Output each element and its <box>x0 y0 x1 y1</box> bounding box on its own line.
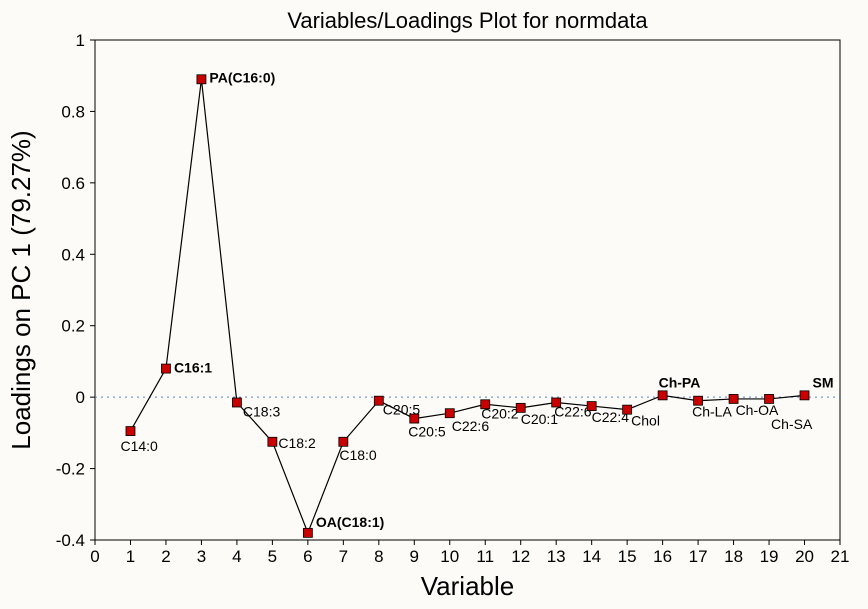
point-label: C20:2 <box>481 405 519 421</box>
y-tick-label: 0.6 <box>61 174 85 193</box>
x-tick-label: 21 <box>831 547 850 566</box>
data-marker <box>197 75 206 84</box>
x-tick-label: 6 <box>303 547 312 566</box>
x-tick-label: 14 <box>582 547 601 566</box>
y-tick-label: -0.2 <box>56 460 85 479</box>
data-marker <box>658 391 667 400</box>
data-marker <box>232 398 241 407</box>
x-tick-label: 4 <box>232 547 241 566</box>
data-marker <box>126 427 135 436</box>
x-tick-label: 13 <box>547 547 566 566</box>
chart-title: Variables/Loadings Plot for normdata <box>287 8 648 33</box>
x-tick-label: 19 <box>760 547 779 566</box>
data-marker <box>339 437 348 446</box>
x-tick-label: 20 <box>795 547 814 566</box>
point-label: Chol <box>631 413 660 429</box>
y-tick-label: 1 <box>76 31 85 50</box>
point-label: Ch-LA <box>692 404 732 420</box>
x-tick-label: 10 <box>440 547 459 566</box>
point-label: C18:2 <box>278 435 316 451</box>
x-tick-label: 2 <box>161 547 170 566</box>
x-tick-label: 8 <box>374 547 383 566</box>
x-tick-label: 16 <box>653 547 672 566</box>
x-tick-label: 12 <box>511 547 530 566</box>
x-tick-label: 1 <box>126 547 135 566</box>
y-axis-title: Loadings on PC 1 (79.27%) <box>6 130 36 449</box>
y-tick-label: 0.4 <box>61 245 85 264</box>
y-tick-label: -0.4 <box>56 531 85 550</box>
point-label: C14:0 <box>120 438 158 454</box>
chart-bg <box>0 0 868 609</box>
chart-container: { "chart": { "type": "line-scatter", "ti… <box>0 0 868 609</box>
y-tick-label: 0 <box>76 388 85 407</box>
x-tick-label: 17 <box>689 547 708 566</box>
data-marker <box>765 394 774 403</box>
x-tick-label: 0 <box>90 547 99 566</box>
x-tick-label: 15 <box>618 547 637 566</box>
x-tick-label: 3 <box>197 547 206 566</box>
data-marker <box>445 409 454 418</box>
x-axis-title: Variable <box>421 571 514 601</box>
data-marker <box>410 414 419 423</box>
x-tick-label: 9 <box>410 547 419 566</box>
y-tick-label: 0.2 <box>61 317 85 336</box>
data-marker <box>800 391 809 400</box>
x-tick-label: 11 <box>476 547 494 566</box>
loadings-plot: 0123456789101112131415161718192021-0.4-0… <box>0 0 868 609</box>
point-label: C22:6 <box>554 404 592 420</box>
y-tick-label: 0.8 <box>61 102 85 121</box>
point-label: C20:1 <box>521 411 559 427</box>
x-tick-label: 7 <box>339 547 348 566</box>
x-tick-label: 18 <box>724 547 743 566</box>
point-label: OA(C18:1) <box>316 514 384 530</box>
point-label: Ch-SA <box>771 416 813 432</box>
x-tick-label: 5 <box>268 547 277 566</box>
data-marker <box>161 364 170 373</box>
point-label: C20:5 <box>408 424 446 440</box>
point-label: C18:0 <box>339 447 377 463</box>
point-label: SM <box>813 374 834 390</box>
data-marker <box>268 437 277 446</box>
point-label: C16:1 <box>174 360 212 376</box>
point-label: PA(C16:0) <box>209 69 275 85</box>
point-label: C18:3 <box>243 404 281 420</box>
data-marker <box>303 528 312 537</box>
point-label: Ch-PA <box>659 374 701 390</box>
